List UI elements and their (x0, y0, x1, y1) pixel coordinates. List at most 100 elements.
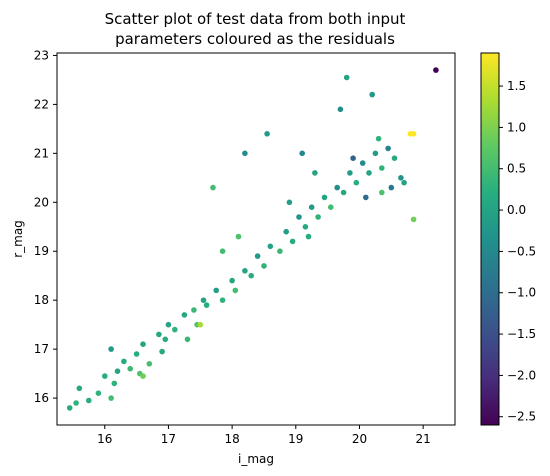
data-point-39 (308, 204, 315, 210)
plot-frame (56, 52, 456, 426)
data-point-45 (347, 170, 353, 176)
x-tick-label-1: 17 (161, 432, 176, 446)
data-point-28 (232, 287, 239, 294)
colorbar-tick-label-2: 0.5 (507, 162, 526, 176)
data-point-46 (353, 179, 360, 186)
y-tick-label-6: 22 (34, 97, 49, 111)
data-point-55 (343, 74, 350, 81)
data-point-32 (261, 263, 267, 269)
colorbar-tick-label-4: −0.5 (507, 244, 536, 258)
data-point-64 (242, 150, 248, 157)
data-point-63 (210, 184, 216, 191)
data-point-67 (312, 170, 318, 176)
colorbar-tick-label-3: 0.0 (507, 203, 526, 217)
data-point-21 (191, 307, 197, 313)
data-point-37 (296, 214, 302, 220)
data-point-12 (133, 351, 140, 357)
data-point-66 (299, 150, 306, 157)
data-point-3 (86, 397, 92, 404)
data-point-78 (350, 155, 356, 161)
data-point-60 (410, 131, 417, 137)
x-axis: 16 17 18 19 20 21 (97, 425, 431, 446)
x-tick-label-5: 21 (416, 432, 431, 446)
data-point-70 (433, 67, 439, 73)
colorbar-ticks: 1.5 1.0 0.5 0.0 −0.5 −1.0 −1.5 −2.0 −2.5 (499, 79, 536, 424)
data-point-23 (200, 297, 207, 304)
x-tick-label-2: 18 (224, 432, 239, 446)
data-point-17 (162, 336, 169, 343)
data-point-51 (385, 145, 391, 152)
data-point-25 (213, 287, 219, 294)
colorbar-tick-label-7: −2.0 (507, 368, 536, 382)
data-point-29 (242, 268, 248, 274)
colorbar (480, 52, 500, 426)
data-point-0 (66, 405, 73, 411)
data-point-56 (369, 91, 376, 98)
data-point-47 (359, 160, 366, 166)
data-point-9 (108, 346, 114, 352)
y-tick-label-7: 23 (34, 48, 49, 62)
data-point-75 (235, 233, 242, 240)
data-point-48 (366, 170, 372, 176)
data-point-40 (315, 214, 321, 220)
data-point-10 (121, 358, 127, 365)
colorbar-tick-label-1: 1.0 (507, 120, 526, 134)
data-point-27 (229, 277, 235, 284)
data-point-30 (248, 272, 254, 279)
data-point-16 (156, 331, 162, 338)
chart-title: Scatter plot of test data from both inpu… (105, 10, 406, 28)
y-axis: 16 17 18 19 20 21 22 23 (34, 48, 57, 405)
data-point-41 (321, 194, 328, 201)
data-point-52 (391, 155, 398, 161)
x-tick-label-3: 19 (288, 432, 303, 446)
data-point-36 (289, 238, 296, 245)
data-point-44 (340, 189, 347, 196)
colorbar-tick-label-8: −2.5 (507, 410, 536, 424)
y-tick-label-2: 18 (34, 293, 49, 307)
data-point-50 (379, 165, 385, 171)
data-point-68 (305, 233, 312, 240)
data-point-11 (127, 365, 133, 372)
data-point-72 (219, 248, 226, 254)
data-point-15 (146, 361, 153, 367)
data-point-54 (401, 179, 407, 186)
y-tick-label-0: 16 (34, 391, 49, 405)
data-point-4 (95, 390, 102, 397)
data-point-24 (203, 302, 210, 308)
data-point-8 (114, 368, 121, 375)
data-point-77 (363, 194, 369, 201)
data-point-53 (398, 175, 404, 181)
data-point-5 (108, 395, 114, 401)
data-point-73 (197, 321, 204, 328)
data-point-74 (159, 348, 165, 355)
data-point-18 (165, 321, 172, 328)
data-point-7 (102, 373, 108, 379)
data-point-62 (379, 189, 385, 196)
data-point-19 (172, 326, 178, 333)
colorbar-tick-label-6: −1.5 (507, 327, 536, 341)
data-point-33 (267, 243, 274, 250)
data-point-57 (375, 135, 382, 142)
chart-subtitle: parameters coloured as the residuals (115, 30, 395, 48)
x-axis-label: i_mag (238, 452, 274, 466)
y-tick-label-4: 20 (34, 195, 49, 209)
data-point-43 (334, 184, 341, 191)
data-point-58 (337, 106, 344, 113)
data-point-13 (140, 341, 146, 348)
colorbar-tick-label-5: −1.0 (507, 286, 536, 300)
data-point-71 (140, 373, 146, 379)
y-axis-label: r_mag (11, 220, 25, 258)
data-point-79 (388, 184, 395, 191)
data-point-42 (328, 204, 334, 210)
data-point-76 (184, 336, 191, 343)
data-point-38 (302, 224, 309, 230)
data-point-31 (254, 253, 261, 259)
data-point-20 (181, 312, 188, 318)
data-point-69 (286, 199, 293, 206)
y-tick-label-1: 17 (34, 342, 49, 356)
data-point-1 (73, 400, 79, 406)
x-tick-label-4: 20 (352, 432, 367, 446)
colorbar-tick-label-0: 1.5 (507, 79, 526, 93)
data-point-2 (76, 385, 83, 392)
